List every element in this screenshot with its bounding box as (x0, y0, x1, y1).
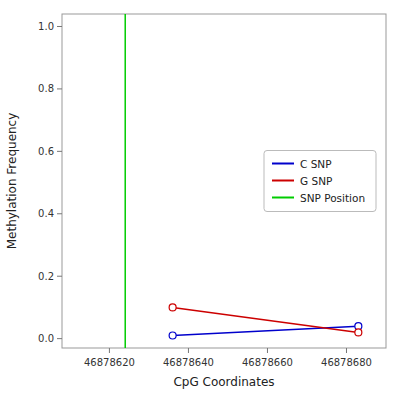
point (169, 332, 176, 339)
x-axis-label: CpG Coordinates (173, 375, 274, 389)
y-tick (57, 88, 62, 89)
x-tick-label: 46878660 (242, 357, 293, 368)
y-tick (57, 276, 62, 277)
legend-label: SNP Position (300, 192, 365, 204)
legend-box (264, 151, 376, 212)
chart: 46878620 46878640 46878660 46878680 0.0 0.2 0.… (0, 0, 400, 400)
series-line (173, 326, 359, 335)
x-tick (188, 348, 189, 353)
plot-area (125, 14, 362, 348)
series-line (173, 307, 359, 332)
y-tick-label: 0.4 (38, 208, 54, 219)
x-tick (267, 348, 268, 353)
y-tick-label: 0.0 (38, 333, 54, 344)
y-tick-label: 0.8 (38, 83, 54, 94)
legend: C SNP G SNP SNP Position (264, 151, 376, 212)
x-tick-label: 46878640 (163, 357, 214, 368)
point (355, 329, 362, 336)
legend-swatch (272, 180, 294, 182)
legend-swatch (272, 163, 294, 165)
y-tick-label: 1.0 (38, 21, 54, 32)
y-tick-label: 0.6 (38, 146, 54, 157)
x-tick-label: 46878620 (84, 357, 135, 368)
y-tick (57, 151, 62, 152)
vertical-line (124, 14, 126, 348)
y-tick (57, 338, 62, 339)
y-tick (57, 26, 62, 27)
legend-label: G SNP (300, 175, 332, 187)
legend-swatch (272, 197, 294, 199)
y-tick-label: 0.2 (38, 271, 54, 282)
x-tick (346, 348, 347, 353)
legend-label: C SNP (300, 158, 332, 170)
point (169, 304, 176, 311)
plot-frame (62, 14, 386, 348)
y-tick (57, 213, 62, 214)
x-tick (109, 348, 110, 353)
y-axis-label: Methylation Frequency (5, 113, 19, 250)
x-tick-label: 46878680 (321, 357, 372, 368)
